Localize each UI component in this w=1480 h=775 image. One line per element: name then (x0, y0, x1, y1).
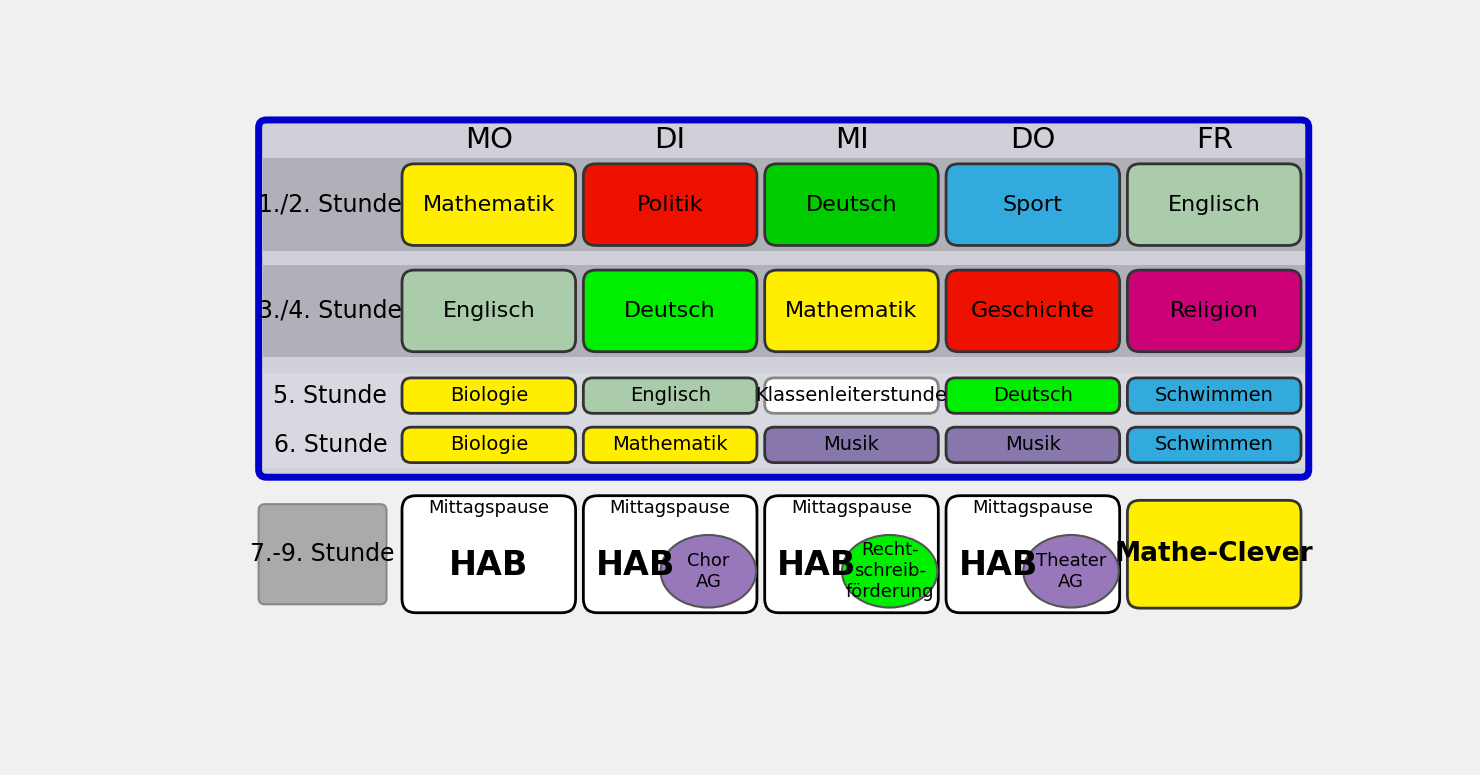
Bar (262, 158, 1305, 251)
FancyBboxPatch shape (403, 496, 576, 613)
Text: Theater
AG: Theater AG (1036, 552, 1106, 591)
FancyBboxPatch shape (583, 496, 756, 613)
FancyBboxPatch shape (259, 505, 386, 604)
Text: Mathematik: Mathematik (613, 436, 728, 454)
FancyBboxPatch shape (1128, 270, 1301, 352)
FancyBboxPatch shape (1128, 164, 1301, 246)
Text: 3./4. Stunde: 3./4. Stunde (259, 299, 403, 323)
FancyBboxPatch shape (1128, 427, 1301, 463)
FancyBboxPatch shape (765, 270, 938, 352)
Text: Religion: Religion (1169, 301, 1258, 321)
Text: Englisch: Englisch (443, 301, 536, 321)
FancyBboxPatch shape (403, 378, 576, 413)
Text: Mittagspause: Mittagspause (790, 499, 912, 517)
Text: 1./2. Stunde: 1./2. Stunde (259, 193, 403, 217)
FancyBboxPatch shape (259, 120, 1308, 477)
Text: DO: DO (1011, 126, 1055, 154)
Text: Mathematik: Mathematik (423, 195, 555, 215)
FancyBboxPatch shape (765, 164, 938, 246)
Text: Mittagspause: Mittagspause (428, 499, 549, 517)
Text: Sport: Sport (1003, 195, 1063, 215)
Text: Mittagspause: Mittagspause (610, 499, 731, 517)
Text: Musik: Musik (823, 436, 879, 454)
Text: Deutsch: Deutsch (625, 301, 716, 321)
Bar (262, 373, 1305, 468)
Ellipse shape (1023, 535, 1119, 608)
FancyBboxPatch shape (946, 427, 1120, 463)
Text: 7.-9. Stunde: 7.-9. Stunde (250, 542, 395, 567)
Text: MI: MI (835, 126, 869, 154)
Text: DI: DI (654, 126, 685, 154)
Text: Biologie: Biologie (450, 436, 528, 454)
Text: Mathematik: Mathematik (786, 301, 918, 321)
Text: Chor
AG: Chor AG (687, 552, 730, 591)
Text: 5. Stunde: 5. Stunde (274, 384, 388, 408)
Text: Geschichte: Geschichte (971, 301, 1095, 321)
Text: HAB: HAB (959, 549, 1037, 581)
Text: FR: FR (1196, 126, 1233, 154)
Bar (262, 265, 1305, 357)
FancyBboxPatch shape (946, 496, 1120, 613)
FancyBboxPatch shape (583, 378, 756, 413)
FancyBboxPatch shape (765, 496, 938, 613)
Text: Politik: Politik (636, 195, 703, 215)
Bar (262, 124, 1305, 158)
Text: Englisch: Englisch (1168, 195, 1261, 215)
Text: Schwimmen: Schwimmen (1154, 386, 1274, 405)
Text: HAB: HAB (448, 549, 528, 581)
Text: Englisch: Englisch (629, 386, 710, 405)
Text: Mathe-Clever: Mathe-Clever (1114, 541, 1314, 567)
FancyBboxPatch shape (946, 270, 1120, 352)
FancyBboxPatch shape (583, 427, 756, 463)
FancyBboxPatch shape (1128, 501, 1301, 608)
FancyBboxPatch shape (403, 427, 576, 463)
Text: HAB: HAB (777, 549, 857, 581)
Ellipse shape (842, 535, 937, 608)
FancyBboxPatch shape (583, 164, 756, 246)
Text: Biologie: Biologie (450, 386, 528, 405)
FancyBboxPatch shape (403, 270, 576, 352)
Text: Mittagspause: Mittagspause (972, 499, 1094, 517)
FancyBboxPatch shape (946, 378, 1120, 413)
Text: Schwimmen: Schwimmen (1154, 436, 1274, 454)
FancyBboxPatch shape (765, 378, 938, 413)
Text: Klassenleiterstunde: Klassenleiterstunde (756, 386, 947, 405)
FancyBboxPatch shape (946, 164, 1120, 246)
FancyBboxPatch shape (583, 270, 756, 352)
Text: Musik: Musik (1005, 436, 1061, 454)
FancyBboxPatch shape (1128, 378, 1301, 413)
Text: Deutsch: Deutsch (805, 195, 897, 215)
FancyBboxPatch shape (765, 427, 938, 463)
Ellipse shape (660, 535, 756, 608)
Text: Recht-
schreib-
förderung: Recht- schreib- förderung (845, 542, 934, 601)
FancyBboxPatch shape (403, 164, 576, 246)
Text: MO: MO (465, 126, 512, 154)
Text: Deutsch: Deutsch (993, 386, 1073, 405)
Text: HAB: HAB (596, 549, 675, 581)
Text: 6. Stunde: 6. Stunde (274, 433, 388, 457)
